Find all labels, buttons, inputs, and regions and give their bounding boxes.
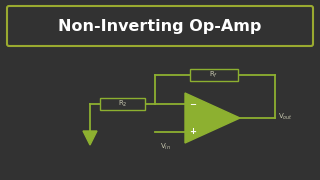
Polygon shape (185, 93, 240, 143)
Text: V$_{in}$: V$_{in}$ (159, 142, 171, 152)
Text: +: + (189, 127, 196, 136)
FancyBboxPatch shape (100, 98, 145, 110)
Text: −: − (189, 100, 196, 109)
Text: R$_f$: R$_f$ (209, 70, 219, 80)
Text: R$_2$: R$_2$ (118, 99, 127, 109)
Text: V$_{out}$: V$_{out}$ (278, 112, 293, 122)
Polygon shape (83, 131, 97, 145)
FancyBboxPatch shape (7, 6, 313, 46)
FancyBboxPatch shape (190, 69, 238, 81)
Text: Non-Inverting Op-Amp: Non-Inverting Op-Amp (58, 19, 262, 33)
